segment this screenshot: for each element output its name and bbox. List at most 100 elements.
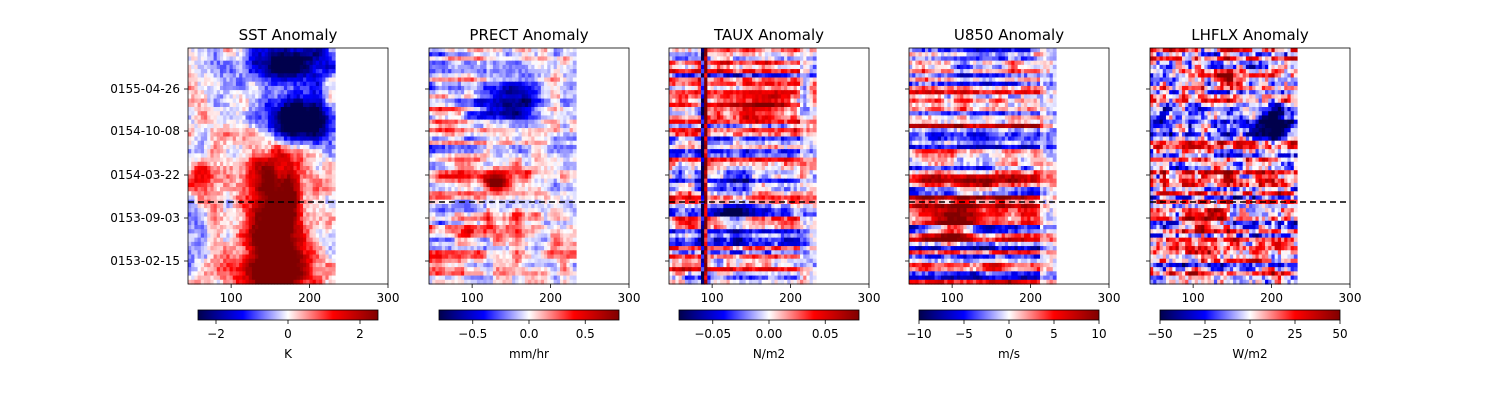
heatmap-cell <box>277 208 282 213</box>
heatmap-cell <box>207 208 211 213</box>
heatmap-cell <box>464 187 468 192</box>
heatmap-cell <box>444 94 449 100</box>
heatmap-cell <box>553 174 558 180</box>
heatmap-cell <box>219 233 224 239</box>
heatmap-cell <box>438 69 443 74</box>
heatmap-cell <box>444 111 449 117</box>
heatmap-cell <box>277 241 282 247</box>
heatmap-cell <box>274 94 279 100</box>
heatmap-cell <box>476 153 481 159</box>
heatmap-cell <box>483 258 488 264</box>
heatmap-cell <box>296 128 301 133</box>
heatmap-cell <box>508 191 513 197</box>
heatmap-cell <box>540 52 545 58</box>
heatmap-cell <box>255 85 259 91</box>
heatmap-cell <box>280 153 285 159</box>
heatmap-cell <box>476 195 481 201</box>
heatmap-cell <box>547 60 552 66</box>
heatmap-cell <box>556 233 561 239</box>
heatmap-cell <box>467 161 472 167</box>
heatmap-cell <box>470 203 475 209</box>
heatmap-cell <box>213 258 218 264</box>
heatmap-cell <box>303 178 307 184</box>
heatmap-cell <box>534 111 539 117</box>
heatmap-cell <box>505 208 510 213</box>
heatmap-cell <box>200 182 205 188</box>
heatmap-cell <box>232 233 237 239</box>
heatmap-cell <box>460 225 465 230</box>
heatmap-cell <box>569 174 574 180</box>
heatmap-cell <box>441 174 446 180</box>
heatmap-cell <box>290 153 295 159</box>
heatmap-cell <box>528 60 532 66</box>
heatmap-cell <box>451 132 456 138</box>
heatmap-cell <box>306 111 311 117</box>
heatmap-cell <box>226 254 231 260</box>
heatmap-cell <box>518 48 523 53</box>
heatmap-cell <box>299 81 304 87</box>
heatmap-cell <box>251 144 256 150</box>
heatmap-cell <box>207 85 211 91</box>
heatmap-cell <box>194 195 199 201</box>
heatmap-cell <box>274 271 279 277</box>
heatmap-cell <box>448 250 452 256</box>
heatmap-cell <box>486 161 491 167</box>
heatmap-cell <box>476 132 481 138</box>
heatmap-cell <box>239 111 243 117</box>
heatmap-cell <box>432 187 436 192</box>
heatmap-cell <box>553 115 558 121</box>
heatmap-cell <box>457 98 462 104</box>
heatmap-cell <box>328 271 333 277</box>
heatmap-cell <box>569 119 574 125</box>
heatmap-cell <box>531 178 536 184</box>
heatmap-cell <box>560 85 564 91</box>
heatmap-cell <box>232 191 237 197</box>
heatmap-cell <box>480 212 484 218</box>
heatmap-cell <box>299 191 304 197</box>
heatmap-cell <box>242 136 247 142</box>
heatmap-cell <box>563 216 568 222</box>
heatmap-cell <box>528 157 532 163</box>
heatmap-cell <box>499 102 504 108</box>
heatmap-cell <box>267 56 272 62</box>
heatmap-cell <box>454 136 459 142</box>
heatmap-cell <box>444 123 449 129</box>
heatmap-cell <box>235 69 240 74</box>
heatmap-cell <box>248 275 253 281</box>
heatmap-cell <box>325 279 330 285</box>
heatmap-cell <box>245 178 250 184</box>
heatmap-cell <box>499 60 504 66</box>
heatmap-cell <box>322 56 327 62</box>
heatmap-cell <box>476 216 481 222</box>
heatmap-cell <box>505 199 510 205</box>
heatmap-cell <box>216 225 221 230</box>
heatmap-cell <box>547 225 552 230</box>
heatmap-cell <box>550 241 555 247</box>
heatmap-cell <box>435 60 440 66</box>
heatmap-cell <box>235 60 240 66</box>
heatmap-cell <box>207 195 211 201</box>
heatmap-cell <box>315 60 320 66</box>
heatmap-cell <box>267 229 272 235</box>
heatmap-cell <box>553 123 558 129</box>
heatmap-cell <box>556 216 561 222</box>
heatmap-cell <box>429 132 433 138</box>
heatmap-cell <box>328 241 333 247</box>
heatmap-cell <box>537 161 542 167</box>
heatmap-cell <box>544 52 548 58</box>
heatmap-cell <box>312 60 317 66</box>
heatmap-cell <box>492 153 497 159</box>
heatmap-cell <box>242 271 247 277</box>
heatmap-cell <box>248 174 253 180</box>
heatmap-cell <box>496 132 500 138</box>
heatmap-cell <box>563 178 568 184</box>
heatmap-cell <box>194 267 199 272</box>
heatmap-cell <box>464 262 468 268</box>
heatmap-cell <box>312 195 317 201</box>
heatmap-cell <box>451 157 456 163</box>
heatmap-cell <box>470 241 475 247</box>
heatmap-cell <box>319 225 323 230</box>
heatmap-cell <box>534 233 539 239</box>
heatmap-cell <box>444 250 449 256</box>
